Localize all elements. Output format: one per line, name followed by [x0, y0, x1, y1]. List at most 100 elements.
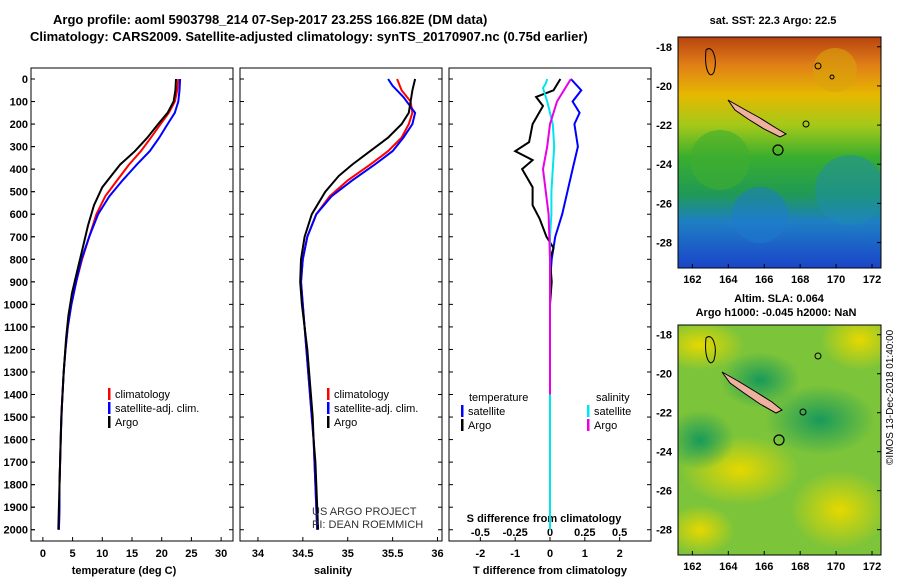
lat-tick-label: -22	[656, 120, 672, 132]
legend-swatch	[461, 419, 464, 431]
legend-entry: Argo	[334, 417, 357, 429]
x-tick-label: 10	[96, 548, 108, 560]
series-line	[299, 78, 417, 530]
depth-tick-label: 600	[10, 209, 28, 221]
x-tick-label: -1	[510, 548, 520, 560]
x-tick-label: 35.5	[382, 548, 403, 560]
x-tick-label: 0	[40, 548, 46, 560]
series-line	[513, 78, 562, 327]
depth-tick-label: 1500	[4, 412, 28, 424]
legend-swatch	[108, 388, 111, 400]
legend-swatch	[327, 416, 330, 428]
depth-tick-label: 1100	[4, 322, 28, 334]
lon-tick-label: 168	[791, 561, 809, 573]
legend-entry: satellite	[468, 406, 505, 418]
series-line	[57, 78, 177, 530]
depth-tick-label: 1400	[4, 390, 28, 402]
map-ticks: 162 164 166 168 170 172 -18 -20 -22 -24 -26 -28	[656, 42, 881, 286]
series-line	[57, 78, 180, 530]
legend-swatch	[327, 388, 330, 400]
profile-panel-2: 34 34.5 35 35.5 36 salinity climatology satelli…	[239, 67, 444, 577]
profile-panel-1: 0 5 10 15 20 25 30 temperature (deg C) climatolo…	[30, 67, 234, 577]
x-tick-label: 30	[215, 548, 227, 560]
depth-tick-label: 1200	[4, 344, 28, 356]
depth-tick-label: 1000	[4, 299, 28, 311]
depth-tick-label: 1300	[4, 367, 28, 379]
lon-tick-label: 170	[827, 274, 845, 286]
sla-map: Altim. SLA: 0.064 Argo h1000: -0.045 h20…	[677, 293, 882, 556]
s-tick-label: -0.5	[471, 527, 490, 539]
legend-entry: temperature	[469, 392, 528, 404]
profile-panel-3: -2 -1 0 1 2 T difference from climatology S di…	[448, 67, 652, 577]
series-line	[541, 78, 556, 530]
lon-tick-label: 164	[719, 561, 738, 573]
sst-map-title: sat. SST: 22.3 Argo: 22.5	[710, 15, 837, 27]
legend-swatch	[327, 402, 330, 414]
legend-entry: satellite-adj. clim.	[115, 403, 199, 415]
x-tick-label: 0	[547, 548, 553, 560]
legend-swatch	[108, 416, 111, 428]
lat-tick-label: -22	[656, 408, 672, 420]
s-tick-label: -0.25	[503, 527, 528, 539]
title-line-1: Argo profile: aoml 5903798_214 07-Sep-20…	[53, 12, 488, 27]
series-line	[541, 78, 572, 395]
x-axis-label: T difference from climatology	[473, 565, 628, 577]
legend-swatch	[587, 405, 590, 417]
argo-position-marker-top	[772, 144, 784, 156]
lon-tick-label: 162	[683, 274, 701, 286]
lon-tick-label: 166	[755, 274, 773, 286]
series-line	[549, 78, 583, 327]
depth-tick-label: 100	[10, 97, 28, 109]
legend-entry: satellite-adj. clim.	[334, 403, 418, 415]
legend-entry: satellite	[594, 406, 631, 418]
depth-tick-label: 2000	[4, 525, 28, 537]
lon-tick-label: 166	[755, 561, 773, 573]
lon-tick-label: 172	[863, 561, 881, 573]
x-tick-label: 34.5	[292, 548, 313, 560]
depth-tick-label: 1900	[4, 502, 28, 514]
legend-swatch	[108, 402, 111, 414]
new-caledonia-island-top	[727, 99, 788, 138]
depth-tick-label: 1700	[4, 457, 28, 469]
x-tick-label: 2	[617, 548, 623, 560]
depth-tick-label: 1800	[4, 480, 28, 492]
panel-frame	[30, 67, 234, 542]
lat-tick-label: -20	[656, 81, 672, 93]
depth-tick-label: 400	[10, 164, 28, 176]
title-line-2: Climatology: CARS2009. Satellite-adjuste…	[30, 29, 588, 44]
depth-tick-label: 1600	[4, 435, 28, 447]
depth-tick-label: 800	[10, 254, 28, 266]
legend-entry: climatology	[334, 389, 390, 401]
x-tick-label: 5	[70, 548, 76, 560]
depth-tick-label: 500	[10, 187, 28, 199]
x-tick-label: 15	[126, 548, 138, 560]
depth-tick-label: 0	[22, 74, 28, 86]
x-axis-label: salinity	[314, 565, 353, 577]
map-ticks: 162 164 166 168 170 172 -18 -20 -22 -24 -26 -28	[656, 330, 881, 573]
lon-tick-label: 164	[719, 274, 738, 286]
s-tick-label: 0.25	[574, 527, 595, 539]
lon-tick-label: 162	[683, 561, 701, 573]
x-tick-label: 35	[342, 548, 354, 560]
argo-position-marker-bottom	[773, 434, 785, 446]
x-tick-label: 36	[431, 548, 443, 560]
lon-tick-label: 170	[827, 561, 845, 573]
lon-tick-label: 168	[791, 274, 809, 286]
series-line	[299, 78, 417, 530]
project-annotation: PI: DEAN ROEMMICH	[312, 519, 423, 531]
series-line	[57, 78, 182, 530]
legend-swatch	[461, 405, 464, 417]
legend-entry: salinity	[596, 392, 630, 404]
project-annotation: US ARGO PROJECT	[312, 506, 417, 518]
legend-entry: climatology	[115, 389, 171, 401]
lat-tick-label: -20	[656, 369, 672, 381]
x-tick-label: -2	[475, 548, 485, 560]
depth-tick-label: 900	[10, 277, 28, 289]
imos-credit: ©IMOS 13-Dec-2018 01:40:00	[885, 329, 896, 465]
sla-map-title-2: Argo h1000: -0.045 h2000: NaN	[696, 307, 857, 319]
legend-entry: Argo	[468, 420, 491, 432]
x-tick-label: 34	[252, 548, 265, 560]
legend-swatch	[587, 419, 590, 431]
lon-tick-label: 172	[863, 274, 881, 286]
